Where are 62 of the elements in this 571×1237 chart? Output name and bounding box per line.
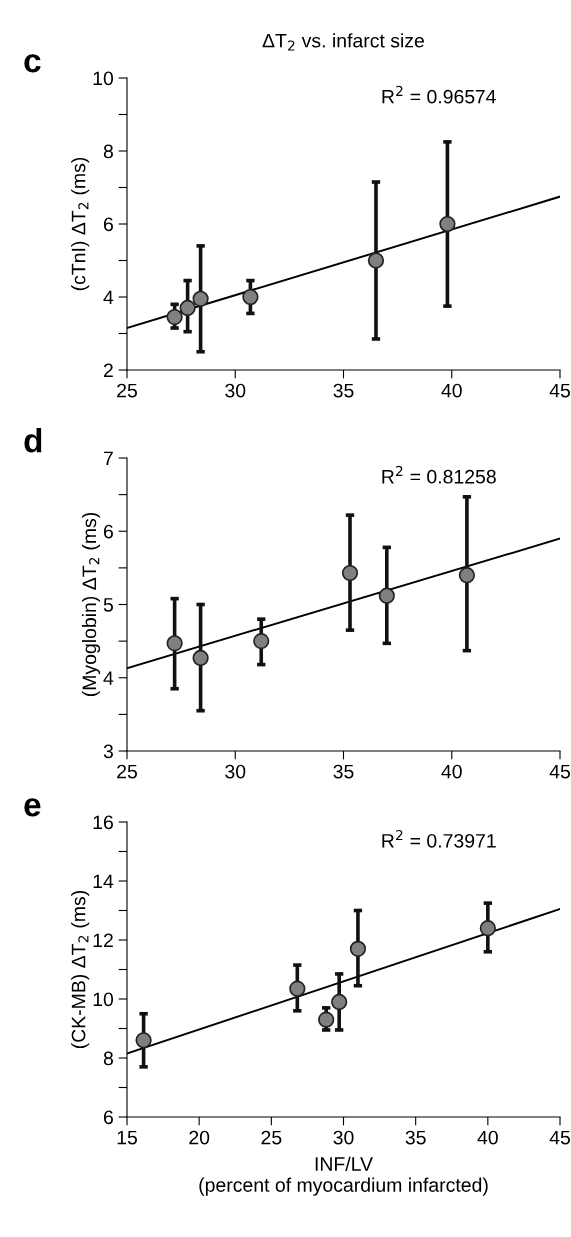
x-tick-label: 45 <box>549 383 570 398</box>
x-tick-label: 25 <box>117 764 137 779</box>
text: e <box>24 798 41 817</box>
y-axis-title: (Myoglobin) ΔT$_{2}$ (ms) <box>81 512 101 697</box>
y-tick-label: 3 <box>103 744 113 759</box>
y-tick-label: 4 <box>103 671 114 685</box>
annotation: R$^{2}$ = 0.81258 <box>382 465 496 484</box>
point <box>349 940 367 957</box>
y-axis-title: (CK-MB) ΔT$_{2}$ (ms) <box>71 891 90 1049</box>
y-tick-label: 8 <box>103 144 113 159</box>
y-tick-label: 6 <box>103 524 113 539</box>
y-tick-label: 5 <box>103 598 113 612</box>
y-tick-label: 4 <box>103 290 114 305</box>
y-tick-label: 2 <box>103 363 113 378</box>
point <box>179 299 196 317</box>
x-tick-label: 40 <box>477 1130 498 1145</box>
point <box>242 288 259 306</box>
text: c <box>24 54 41 73</box>
point <box>367 252 385 269</box>
y-tick-label: 10 <box>93 71 114 86</box>
point <box>378 587 395 604</box>
x-tick-label: 30 <box>333 1130 354 1145</box>
x-tick-label: 30 <box>225 764 246 779</box>
point <box>318 1011 335 1028</box>
y-tick-label: 10 <box>93 992 114 1007</box>
x-tick-label: 15 <box>117 1130 137 1145</box>
x-tick-label: 25 <box>261 1130 282 1145</box>
point <box>289 980 306 997</box>
point <box>458 567 476 584</box>
x-tick-label: 35 <box>333 764 354 779</box>
point <box>192 649 209 667</box>
text: d <box>24 428 42 453</box>
point <box>439 215 456 233</box>
y-tick-label: 7 <box>103 451 113 466</box>
annotation: R$^{2}$ = 0.96574 <box>382 85 496 104</box>
x-tick-label: 40 <box>441 383 462 398</box>
point <box>166 308 183 326</box>
y-tick-label: 14 <box>93 874 114 889</box>
point <box>253 633 270 650</box>
x-tick-label: 30 <box>225 383 246 398</box>
y-tick-label: 6 <box>103 1110 113 1125</box>
y-tick-label: 16 <box>93 815 113 830</box>
y-tick-label: 6 <box>103 217 113 232</box>
x-tick-label: 35 <box>333 383 354 398</box>
x-tick-label: 35 <box>405 1130 426 1145</box>
point <box>341 564 359 582</box>
x-tick-label: 25 <box>117 383 137 398</box>
annotation: R$^{2}$ = 0.73971 <box>382 829 496 848</box>
x-tick-label: 20 <box>189 1130 210 1145</box>
point <box>331 993 348 1011</box>
point <box>166 635 183 652</box>
y-axis-title: (cTnI) ΔT$_{2}$ (ms) <box>71 157 90 291</box>
x-tick-label: 40 <box>441 764 462 779</box>
point <box>192 290 209 307</box>
point <box>479 920 496 937</box>
point <box>135 1032 152 1049</box>
x-tick-label: 45 <box>549 1130 570 1145</box>
y-tick-label: 8 <box>103 1051 113 1066</box>
x-tick-label: 45 <box>549 764 570 779</box>
y-tick-label: 12 <box>93 933 113 948</box>
chart-title: ΔT$_{2}$ vs. infarct size <box>262 33 424 51</box>
x-axis-title: INF/LV (percent of myocardium infarcted) <box>199 1156 488 1196</box>
